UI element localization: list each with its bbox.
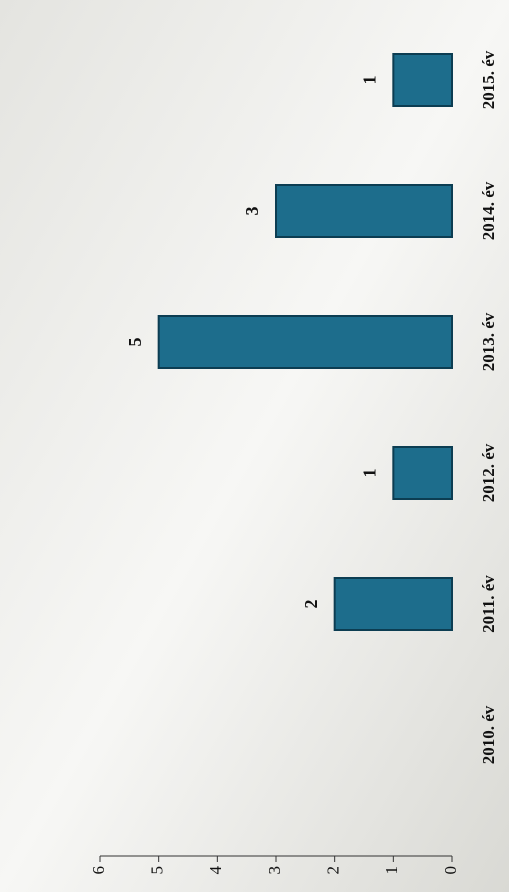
bar xyxy=(333,577,453,631)
y-tick-label: 0 xyxy=(441,866,460,875)
y-tick-label: 2 xyxy=(324,866,343,875)
value-label: 5 xyxy=(125,338,145,347)
value-label: 1 xyxy=(359,469,379,478)
value-label: 1 xyxy=(359,76,379,85)
plot: 0 1 2 3 4 5 6 2010. év 2011. év 2 2012. év 1 2013. é… xyxy=(89,50,498,874)
bar xyxy=(392,446,454,500)
y-tick-label: 1 xyxy=(382,866,401,875)
x-tick-label: 2011. év xyxy=(479,575,498,633)
bar xyxy=(157,315,454,369)
value-label: 2 xyxy=(301,600,321,609)
y-tick-label: 4 xyxy=(206,866,225,875)
y-tick-label: 5 xyxy=(148,866,167,875)
value-label: 3 xyxy=(242,207,262,216)
x-tick-label: 2010. év xyxy=(479,705,498,764)
y-tick-label: 3 xyxy=(265,866,284,875)
bar xyxy=(392,53,454,107)
bar xyxy=(275,184,453,238)
x-tick-label: 2012. év xyxy=(479,443,498,502)
x-tick-label: 2014. év xyxy=(479,181,498,240)
x-tick-label: 2015. év xyxy=(479,50,498,109)
x-tick-label: 2013. év xyxy=(479,312,498,371)
y-tick-label: 6 xyxy=(89,866,108,875)
